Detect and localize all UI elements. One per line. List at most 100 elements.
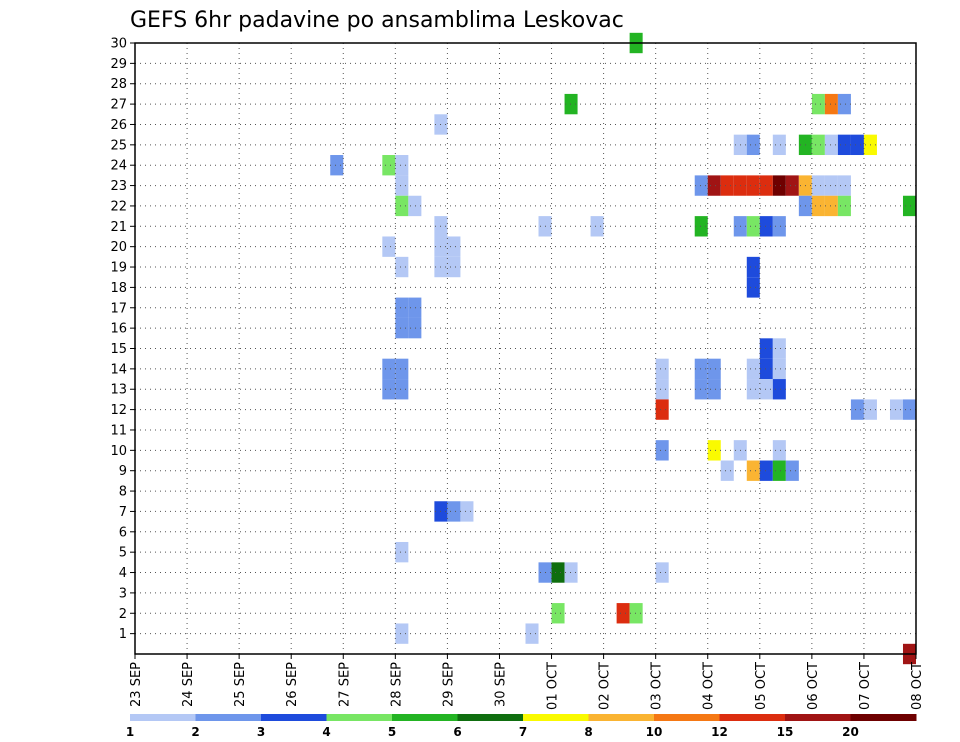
- precip-cell: [746, 277, 760, 298]
- precip-cell: [330, 155, 344, 176]
- x-tick-label: 25 SEP: [233, 662, 248, 707]
- colorbar-swatch: [523, 714, 589, 721]
- precip-cell: [395, 379, 409, 400]
- precip-cell: [746, 358, 760, 380]
- precip-cell: [746, 256, 760, 278]
- precip-cell: [850, 134, 864, 156]
- precip-cell: [811, 195, 825, 217]
- precip-cell: [395, 317, 409, 339]
- precip-cell: [811, 134, 825, 156]
- precip-cell: [655, 562, 669, 583]
- precip-cell: [837, 134, 851, 156]
- precip-cell: [447, 501, 461, 522]
- colorbar-label: 6: [453, 725, 461, 739]
- precip-cell: [447, 236, 461, 257]
- colorbar-swatch: [261, 714, 327, 721]
- colorbar-swatch: [588, 714, 655, 721]
- y-tick-label: 4: [119, 566, 127, 581]
- precip-cell: [772, 216, 786, 237]
- precip-cell: [395, 256, 409, 278]
- precip-cell: [759, 175, 773, 196]
- precip-cell: [759, 358, 773, 380]
- y-tick-label: 13: [110, 383, 127, 398]
- colorbar-label: 1: [126, 725, 134, 739]
- y-tick-label: 12: [110, 403, 127, 418]
- colorbar-swatch: [785, 714, 851, 721]
- y-tick-label: 26: [110, 118, 127, 133]
- precip-cell: [746, 175, 760, 196]
- precip-cell: [525, 623, 539, 644]
- y-tick-label: 22: [110, 199, 127, 214]
- x-tick-label: 08 OCT: [910, 662, 925, 710]
- x-tick-label: 04 OCT: [702, 662, 717, 710]
- precip-cell: [837, 93, 851, 115]
- colorbar-swatch: [195, 714, 262, 721]
- precip-cell: [395, 623, 409, 644]
- precip-cell: [850, 399, 864, 420]
- x-tick-label: 30 SEP: [493, 662, 508, 707]
- colorbar-swatch: [392, 714, 458, 721]
- precip-cell: [759, 216, 773, 237]
- y-tick-label: 7: [119, 505, 127, 520]
- colorbar-label: 5: [388, 725, 396, 739]
- precip-cell: [551, 603, 565, 624]
- precip-cell: [408, 195, 422, 217]
- precip-cell: [655, 440, 669, 461]
- x-tick-label: 01 OCT: [546, 662, 561, 710]
- y-tick-label: 19: [110, 261, 127, 276]
- precip-cell: [772, 460, 786, 481]
- colorbar-swatch: [719, 714, 786, 721]
- precip-cell: [395, 195, 409, 217]
- precip-cell: [590, 216, 604, 237]
- chart-title: GEFS 6hr padavine po ansamblima Leskovac: [130, 8, 624, 33]
- precip-cell: [759, 379, 773, 400]
- y-tick-label: 25: [110, 138, 127, 153]
- y-tick-label: 1: [119, 627, 127, 642]
- grid-layer: [135, 42, 916, 654]
- precip-cell: [772, 338, 786, 359]
- precip-cell: [785, 175, 799, 196]
- colorbar-label: 3: [257, 725, 265, 739]
- colorbar-swatch: [654, 714, 720, 721]
- precip-cell: [382, 358, 396, 380]
- colorbar-label: 10: [646, 725, 663, 739]
- precip-cell: [551, 562, 565, 583]
- precip-cell: [889, 399, 903, 420]
- x-tick-label: 06 OCT: [806, 662, 821, 710]
- precip-cell: [655, 399, 669, 420]
- precip-cell: [447, 256, 461, 278]
- precip-cell: [707, 379, 721, 400]
- precip-cell: [382, 379, 396, 400]
- y-tick-label: 10: [110, 444, 127, 459]
- y-tick-label: 5: [119, 546, 127, 561]
- y-tick-label: 9: [119, 464, 127, 479]
- colorbar-label: 20: [842, 725, 859, 739]
- y-tick-label: 2: [119, 607, 127, 622]
- y-tick-label: 29: [110, 57, 127, 72]
- precip-cell: [772, 175, 786, 196]
- colorbar-swatch: [850, 714, 917, 721]
- precip-cell: [707, 440, 721, 461]
- y-tick-label: 14: [110, 362, 127, 377]
- precip-cell: [759, 338, 773, 359]
- precip-cell: [772, 134, 786, 156]
- y-tick-label: 20: [110, 240, 127, 255]
- precip-cell: [902, 399, 916, 420]
- x-tick-label: 23 SEP: [129, 662, 144, 707]
- precip-cell: [694, 216, 708, 237]
- precip-cell: [655, 358, 669, 380]
- precip-cell: [720, 175, 734, 196]
- precip-cell: [772, 440, 786, 461]
- precip-cell: [811, 175, 825, 196]
- precip-cell: [564, 93, 578, 115]
- cells-layer: [330, 32, 916, 665]
- colorbar-swatch: [130, 714, 196, 721]
- precip-cell: [616, 603, 630, 624]
- y-tick-label: 3: [119, 586, 127, 601]
- y-tick-label: 8: [119, 485, 127, 500]
- precip-cell: [460, 501, 474, 522]
- y-tick-label: 23: [110, 179, 127, 194]
- y-tick-label: 16: [110, 322, 127, 337]
- precip-cell: [837, 175, 851, 196]
- precip-cell: [655, 379, 669, 400]
